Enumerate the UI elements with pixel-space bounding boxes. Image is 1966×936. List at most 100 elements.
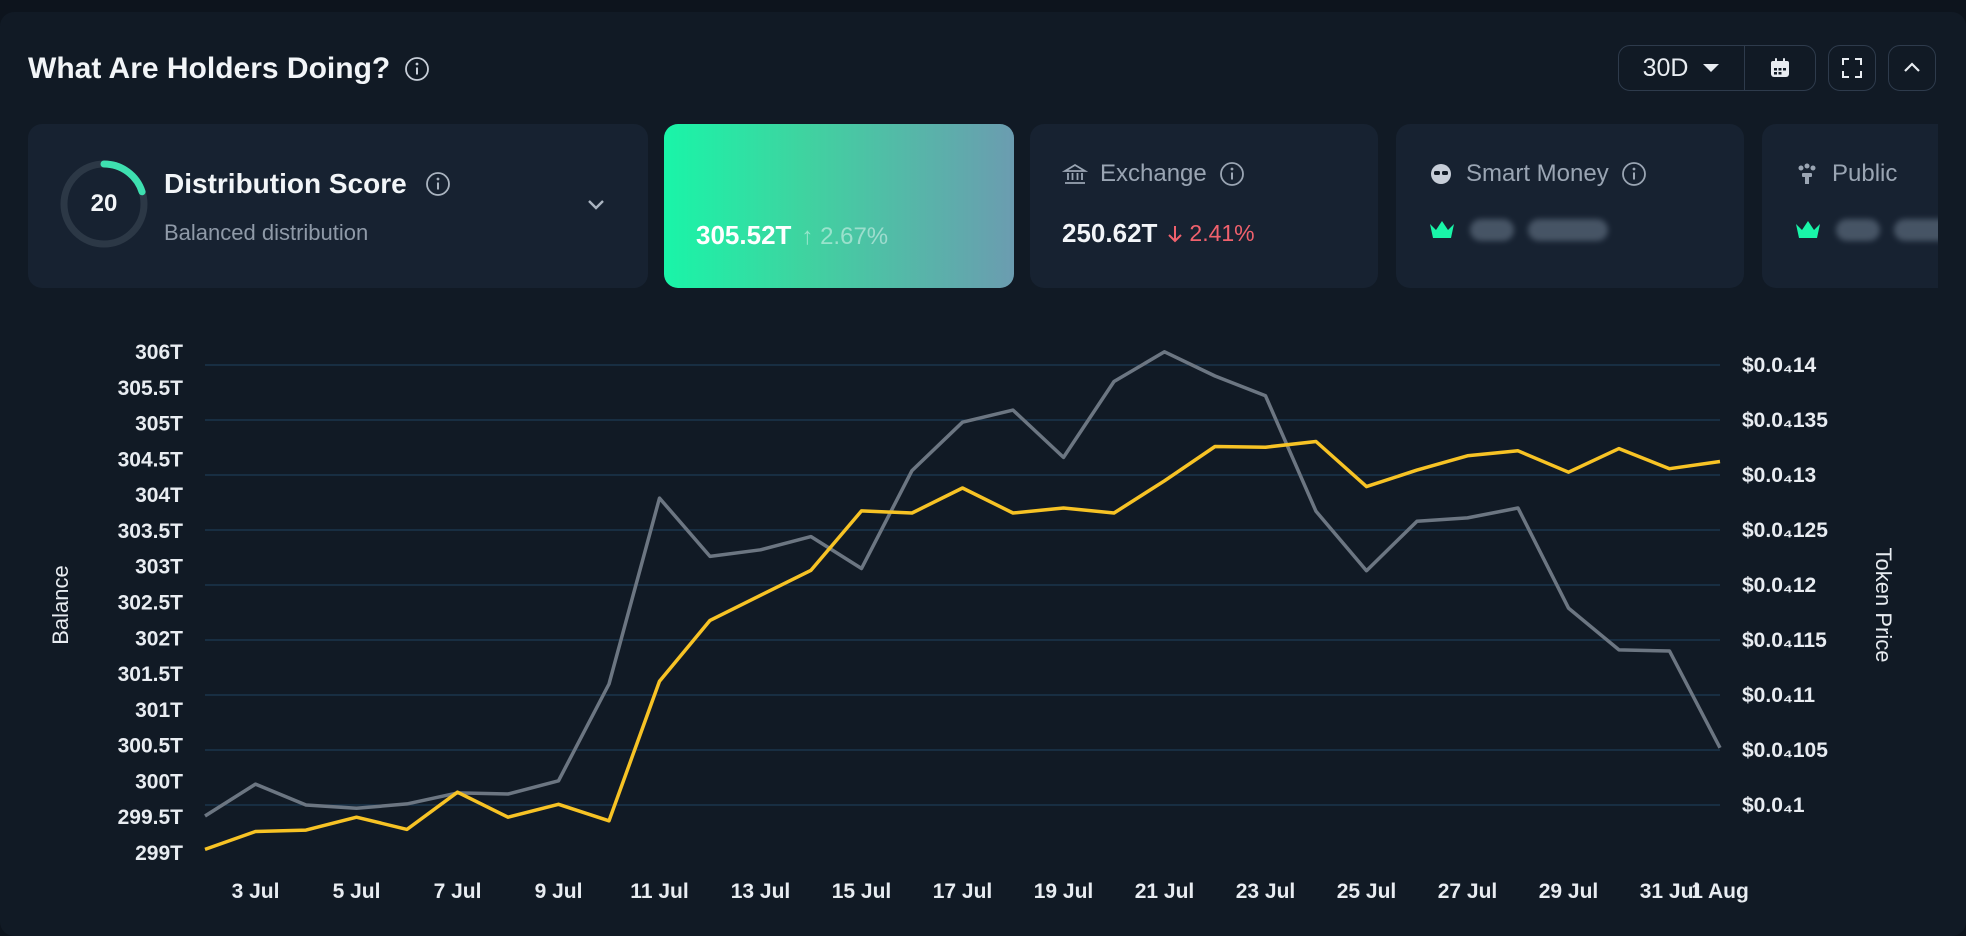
calendar-button[interactable] <box>1745 46 1815 90</box>
y2-tick-label: $0.0₄11 <box>1742 684 1815 707</box>
x-tick-label: 13 Jul <box>731 880 791 903</box>
holders-balance-chart: 306T 305.5T 305T 304.5T 304T 303.5T 303T 302.5T… <box>48 341 1896 903</box>
y2-tick-label: $0.0₄125 <box>1742 519 1828 542</box>
smart-money-card[interactable]: Smart Money <box>1396 124 1744 288</box>
calendar-icon <box>1771 58 1789 77</box>
y-axis-ticks: 306T 305.5T 305T 304.5T 304T 303.5T 303T 302.5T… <box>118 341 184 865</box>
range-group: 30D <box>1618 45 1816 91</box>
score-value: 20 <box>90 190 118 217</box>
x-tick-label: 5 Jul <box>333 880 381 903</box>
exchange-change-value: 2.41% <box>1189 220 1255 246</box>
score-title: Distribution Score <box>164 168 451 200</box>
selected-holder-card[interactable]: 305.52T ↑ 2.67% <box>664 124 1014 288</box>
y2-axis-ticks: $0.0₄14 $0.0₄135 $0.0₄13 $0.0₄125 $0.0₄12 $0.… <box>1742 354 1828 817</box>
x-tick-label: 23 Jul <box>1236 880 1296 903</box>
panel-title-text: What Are Holders Doing? <box>28 52 391 85</box>
y2-tick-label: $0.0₄12 <box>1742 574 1816 597</box>
x-tick-label: 21 Jul <box>1135 880 1195 903</box>
token-price-line <box>204 350 1722 818</box>
exchange-value: 250.62T <box>1062 218 1158 248</box>
y2-axis-title: Token Price <box>1871 548 1896 663</box>
exchange-header: Exchange <box>1062 160 1245 188</box>
x-tick-label: 7 Jul <box>434 880 482 903</box>
public-value-row <box>1794 218 1938 242</box>
header-controls: 30D <box>1618 45 1936 91</box>
x-tick-label: 11 Jul <box>630 880 688 903</box>
y-tick-label: 305.5T <box>118 377 184 400</box>
arrow-down-icon <box>1168 225 1183 242</box>
x-tick-label: 3 Jul <box>232 880 280 903</box>
series-lines <box>204 350 1722 852</box>
selected-holder-value-row: 305.52T ↑ 2.67% <box>696 220 888 251</box>
y2-tick-label: $0.0₄13 <box>1742 464 1816 487</box>
expand-icon <box>1842 58 1862 78</box>
distribution-score-card[interactable]: 20 Distribution Score Balanced distribut… <box>28 124 648 288</box>
y-tick-label: 301T <box>135 699 183 722</box>
y-tick-label: 300T <box>135 770 183 793</box>
x-tick-label: 31 Jul <box>1640 880 1700 903</box>
selected-holder-change: ↑ 2.67% <box>801 223 889 250</box>
caret-down-icon <box>1703 64 1720 72</box>
crown-icon <box>1430 221 1454 238</box>
y2-tick-label: $0.0₄105 <box>1742 739 1828 762</box>
y-tick-label: 304T <box>135 484 183 507</box>
x-tick-label: 17 Jul <box>933 880 993 903</box>
x-tick-label: 1 Aug <box>1691 880 1749 903</box>
redacted-value <box>1528 219 1608 241</box>
selected-holder-value: 305.52T <box>696 220 792 250</box>
y2-tick-label: $0.0₄14 <box>1742 354 1817 377</box>
exchange-value-row: 250.62T 2.41% <box>1062 218 1255 249</box>
bank-icon <box>1062 163 1088 184</box>
score-subtitle: Balanced distribution <box>164 220 369 245</box>
score-title-text: Distribution Score <box>164 168 407 199</box>
exchange-card[interactable]: Exchange 250.62T 2.41% <box>1030 124 1378 288</box>
y2-tick-label: $0.0₄115 <box>1742 629 1827 652</box>
y-tick-label: 301.5T <box>118 663 184 686</box>
x-tick-label: 25 Jul <box>1337 880 1397 903</box>
info-icon[interactable] <box>1219 161 1245 187</box>
chevron-up-icon <box>1904 62 1920 72</box>
score-gauge <box>60 160 148 248</box>
smart-money-value-row <box>1428 218 1608 242</box>
public-header: Public <box>1794 160 1897 188</box>
exchange-label: Exchange <box>1100 160 1207 187</box>
info-icon[interactable] <box>425 171 451 197</box>
info-icon[interactable] <box>404 56 430 82</box>
panel-title: What Are Holders Doing? <box>28 52 430 86</box>
x-tick-label: 15 Jul <box>832 880 892 903</box>
building-icon <box>1798 163 1816 184</box>
y-tick-label: 299.5T <box>118 806 184 829</box>
chevron-down-icon[interactable] <box>582 190 610 218</box>
balance-line <box>204 439 1721 852</box>
collapse-button[interactable] <box>1888 45 1936 91</box>
public-label: Public <box>1832 160 1898 187</box>
x-tick-label: 9 Jul <box>535 880 583 903</box>
fullscreen-button[interactable] <box>1828 45 1876 91</box>
exchange-change: 2.41% <box>1167 220 1255 247</box>
public-card[interactable]: Public <box>1762 124 1938 288</box>
y-tick-label: 299T <box>135 842 183 865</box>
info-icon[interactable] <box>1621 161 1647 187</box>
smart-money-label: Smart Money <box>1466 160 1609 187</box>
redacted-value <box>1894 219 1938 241</box>
x-tick-label: 27 Jul <box>1438 880 1498 903</box>
gridlines <box>205 364 1720 806</box>
y2-tick-label: $0.0₄1 <box>1742 794 1805 817</box>
range-label: 30D <box>1642 53 1689 82</box>
y-axis-title: Balance <box>48 565 73 645</box>
range-dropdown[interactable]: 30D <box>1619 46 1745 90</box>
x-tick-label: 29 Jul <box>1539 880 1599 903</box>
x-tick-label: 19 Jul <box>1034 880 1094 903</box>
y-tick-label: 303T <box>135 556 183 579</box>
sunglasses-icon <box>1431 164 1451 184</box>
y-tick-label: 302.5T <box>118 592 184 615</box>
redacted-value <box>1836 219 1880 241</box>
y-tick-label: 303.5T <box>118 520 184 543</box>
y-tick-label: 306T <box>135 341 183 364</box>
holder-cards: 20 Distribution Score Balanced distribut… <box>28 124 1938 288</box>
y-tick-label: 300.5T <box>118 735 184 758</box>
smart-money-header: Smart Money <box>1428 160 1647 188</box>
crown-icon <box>1796 221 1820 238</box>
y-tick-label: 305T <box>135 413 183 436</box>
y2-tick-label: $0.0₄135 <box>1742 409 1828 432</box>
